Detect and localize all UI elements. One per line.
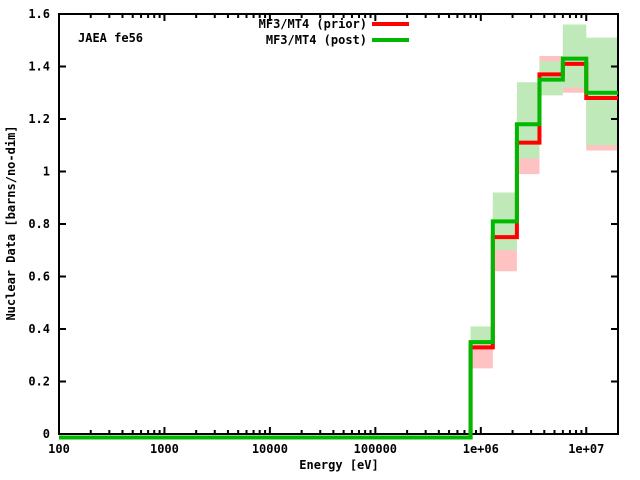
x-axis-tick-label: 1000: [150, 442, 179, 456]
y-axis-tick-label: 1.4: [28, 60, 50, 74]
legend: MF3/MT4 (prior) MF3/MT4 (post): [0, 16, 409, 48]
x-axis-title: Energy [eV]: [299, 458, 379, 472]
y-axis-tick-label: 1: [43, 165, 50, 179]
post-step-line: [59, 56, 618, 440]
dataset-label: JAEA fe56: [78, 31, 144, 45]
post-uncertainty-band: [516, 82, 540, 159]
plot-frame: [58, 13, 619, 435]
legend-item-post: MF3/MT4 (post): [266, 32, 409, 48]
legend-label-post: MF3/MT4 (post): [265, 33, 367, 47]
x-axis-tick-label: 1e+06: [463, 442, 499, 456]
post-uncertainty-band: [562, 24, 587, 88]
y-axis-tick-label: 1.6: [28, 7, 50, 21]
x-axis-tick-label: 10000: [252, 442, 288, 456]
legend-swatch-prior-line: [372, 22, 409, 26]
y-axis-tick-label: 0: [43, 427, 50, 441]
y-axis-tick-label: 1.2: [28, 112, 50, 126]
legend-label-prior: MF3/MT4 (prior): [258, 17, 367, 31]
legend-swatch-post-line: [372, 38, 409, 42]
y-axis-title: Nuclear Data [barns/no-dim]: [4, 125, 18, 321]
prior-step-line: [59, 61, 618, 440]
y-axis-tick-label: 0.6: [28, 270, 50, 284]
x-axis-tick-label: 100000: [354, 442, 397, 456]
y-axis-tick-label: 0.2: [28, 375, 50, 389]
y-axis-tick-label: 0.4: [28, 322, 50, 336]
y-axis-tick-label: 0.8: [28, 217, 50, 231]
x-axis-tick-label: 100: [48, 442, 70, 456]
x-axis-tick-label: 1e+07: [568, 442, 604, 456]
legend-item-prior: MF3/MT4 (prior): [259, 16, 409, 32]
